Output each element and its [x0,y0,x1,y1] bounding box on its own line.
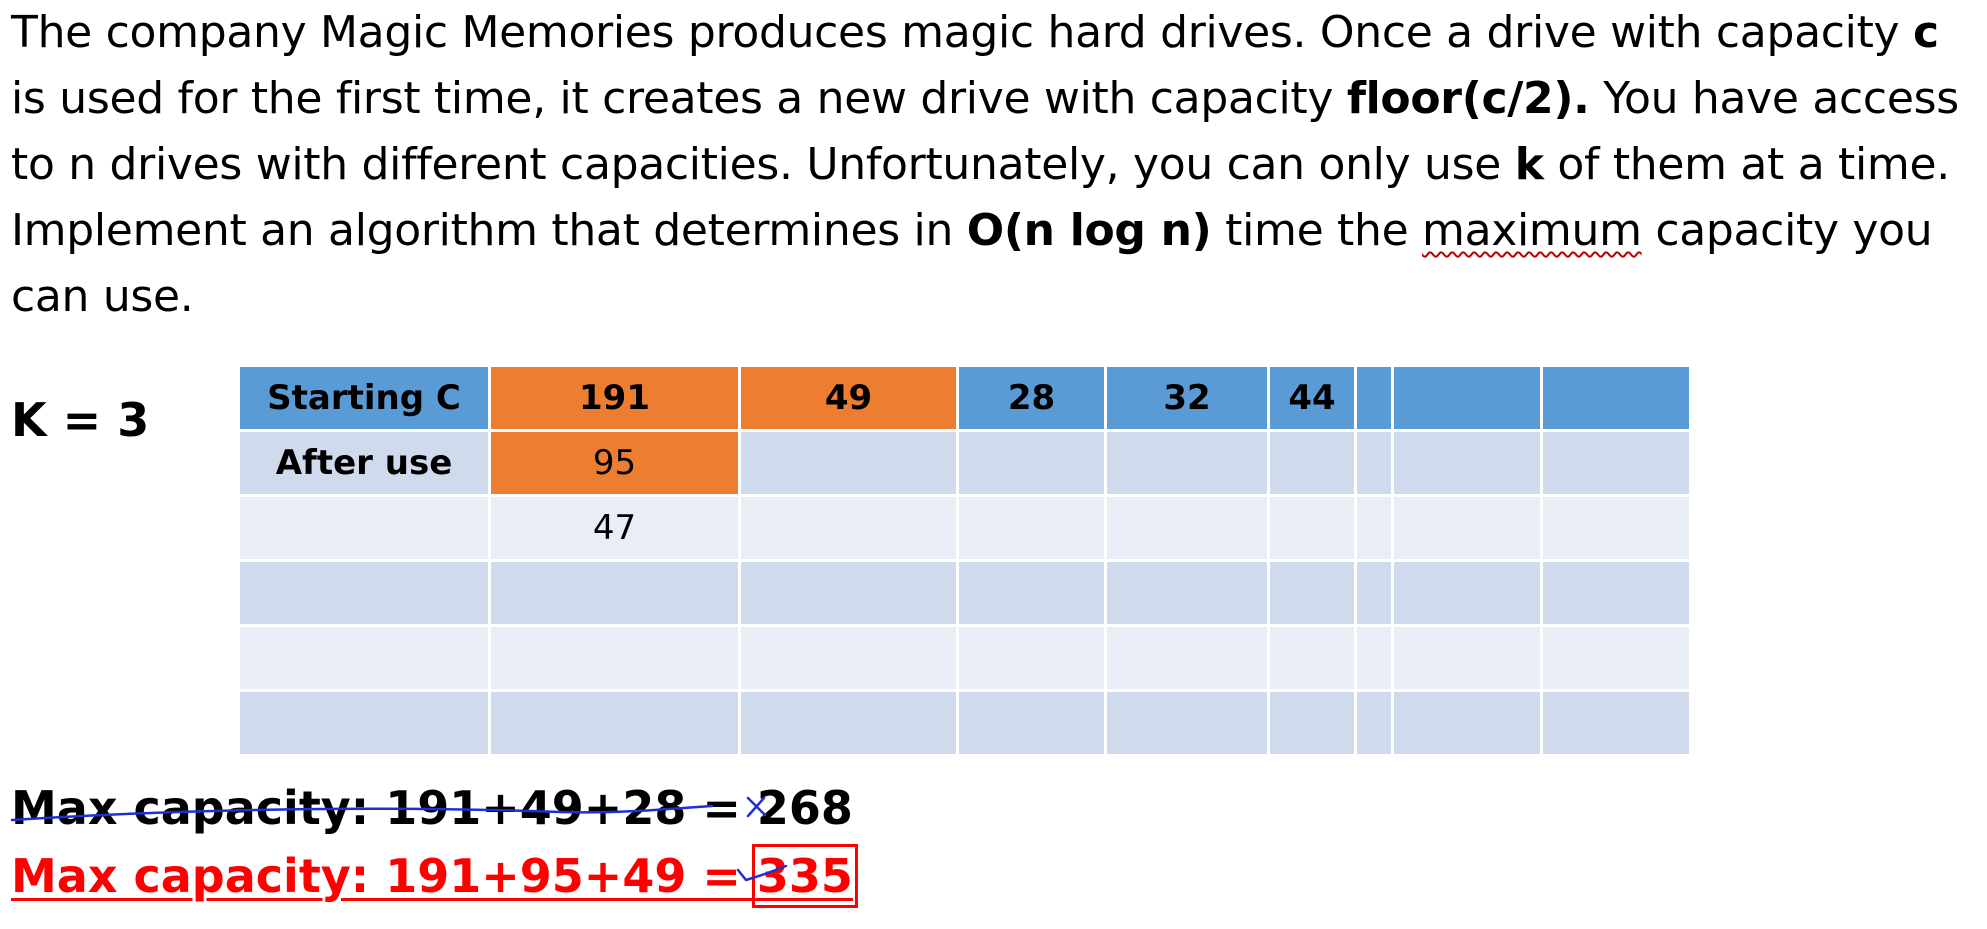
table-cell [1104,624,1270,692]
k-label: K = 3 [11,393,150,447]
table-cell [1354,689,1394,757]
table-cell [1391,429,1543,497]
table-cell [1104,559,1270,627]
problem-bold-floor: floor(c/2). [1346,73,1590,124]
table-cell: 44 [1267,364,1357,432]
table-cell [1267,689,1357,757]
table-cell [488,624,741,692]
table-cell [1391,494,1543,562]
problem-spellcheck-word: maximum [1422,205,1642,256]
table-cell [1540,494,1692,562]
table-cell [738,429,959,497]
table-cell [1267,494,1357,562]
table-cell [956,689,1107,757]
table-row [237,559,1692,627]
problem-text-4: of them at a time. Implement an algorith… [11,139,1950,256]
table-cell: 28 [956,364,1107,432]
table-header-row: Starting C 191 49 28 32 44 [237,364,1692,432]
max-capacity-correct: Max capacity: 191+95+49 = 335 [11,844,858,908]
table-cell [1540,689,1692,757]
max-capacity-correct-value: 335 [751,844,858,908]
table-row [237,624,1692,692]
table-cell [237,559,491,627]
table-cell [1104,689,1270,757]
table-cell [488,559,741,627]
table-cell [738,494,959,562]
table-cell [956,559,1107,627]
table-row: After use 95 [237,429,1692,497]
problem-statement: The company Magic Memories produces magi… [11,0,1961,330]
table-cell [1354,624,1394,692]
table-cell: After use [237,429,491,497]
table-cell [1391,559,1543,627]
table-cell [1104,429,1270,497]
table-cell [1267,429,1357,497]
max-capacity-wrong: Max capacity: 191+49+28 = 268 [11,781,853,835]
table-row [237,689,1692,757]
table-cell [237,494,491,562]
table-cell [488,689,741,757]
table-cell [738,689,959,757]
table-cell [1267,559,1357,627]
problem-bold-complexity: O(n log n) [966,205,1212,256]
drives-table: Starting C 191 49 28 32 44 After use 95 … [237,364,1692,757]
problem-text-6: capacity you can use. [11,205,1933,322]
problem-bold-c: c [1912,7,1939,58]
table-cell [1104,494,1270,562]
table-cell: 32 [1104,364,1270,432]
problem-bold-k: k [1514,139,1544,190]
table-cell [956,624,1107,692]
table-cell [1267,624,1357,692]
table-cell [1540,429,1692,497]
table-cell [1354,559,1394,627]
problem-text-3: You have access to n drives with differe… [11,73,1959,190]
table-cell [237,689,491,757]
table-row: 47 [237,494,1692,562]
table-cell: 47 [488,494,741,562]
table-cell: 95 [488,429,741,497]
problem-text-2: is used for the first time, it creates a… [11,73,1347,124]
table-cell [1391,364,1543,432]
table-cell [956,494,1107,562]
table-cell [1354,364,1394,432]
table-cell [738,559,959,627]
table-cell [1391,624,1543,692]
table-cell [738,624,959,692]
table-cell [1354,494,1394,562]
table-cell [1354,429,1394,497]
table-cell: Starting C [237,364,491,432]
problem-text-1: The company Magic Memories produces magi… [11,7,1913,58]
table-cell [1540,624,1692,692]
table-cell: 191 [488,364,741,432]
table-cell [1391,689,1543,757]
table-cell: 49 [738,364,959,432]
table-cell [956,429,1107,497]
table-cell [237,624,491,692]
max-capacity-correct-prefix: Max capacity: 191+95+49 = [11,849,757,903]
problem-text-5: time the [1211,205,1423,256]
table-cell [1540,364,1692,432]
table-cell [1540,559,1692,627]
